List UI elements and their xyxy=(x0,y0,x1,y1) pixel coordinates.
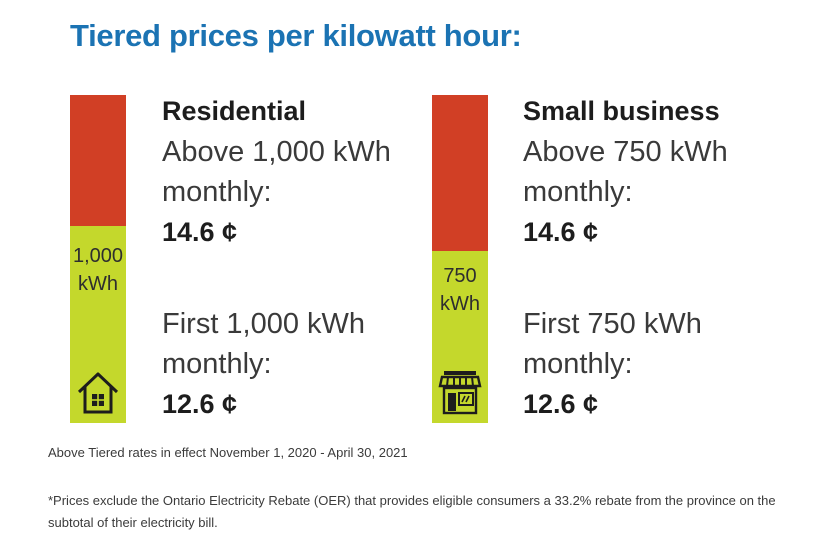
small-business-lower-tier-label-2: monthly: xyxy=(523,348,633,380)
small-business-heading: Small business xyxy=(523,96,720,126)
residential-upper-tier-bar xyxy=(70,95,126,226)
residential-lower-tier-label: First 1,000 kWh xyxy=(162,308,366,340)
residential-text: Residential Above 1,000 kWh monthly: 14.… xyxy=(162,94,391,424)
small-business-upper-tier-price: 14.6 ¢ xyxy=(523,217,599,247)
residential-threshold: 1,000 kWh xyxy=(70,242,126,298)
residential-upper-tier-label-2: monthly: xyxy=(162,176,272,208)
small-business-text: Small business Above 750 kWh monthly: 14… xyxy=(523,94,728,424)
residential-upper-tier-label: Above 1,000 kWh xyxy=(162,136,391,168)
residential-heading: Residential xyxy=(162,96,307,126)
small-business-threshold: 750 kWh xyxy=(432,262,488,318)
residential-threshold-value: 1,000 xyxy=(72,245,124,267)
storefront-icon xyxy=(438,371,482,415)
small-business-upper-tier-bar xyxy=(432,95,488,251)
small-business-lower-tier-price: 12.6 ¢ xyxy=(523,389,599,419)
small-business-upper-tier-label: Above 750 kWh xyxy=(523,136,728,168)
residential-threshold-unit: kWh xyxy=(78,273,118,295)
small-business-lower-tier-label: First 750 kWh xyxy=(523,308,702,340)
small-business-threshold-unit: kWh xyxy=(440,293,480,315)
small-business-tier-bar: 750 kWh xyxy=(432,95,488,423)
page-title: Tiered prices per kilowatt hour: xyxy=(70,18,522,53)
residential-lower-tier-label-2: monthly: xyxy=(162,348,272,380)
residential-upper-tier-price: 14.6 ¢ xyxy=(162,217,238,247)
house-icon xyxy=(77,372,119,414)
small-business-threshold-value: 750 xyxy=(443,265,477,287)
residential-lower-tier-price: 12.6 ¢ xyxy=(162,389,238,419)
residential-tier-bar: 1,000 kWh xyxy=(70,95,126,423)
small-business-upper-tier-label-2: monthly: xyxy=(523,176,633,208)
rates-note: Above Tiered rates in effect November 1,… xyxy=(48,445,408,460)
footnote: *Prices exclude the Ontario Electricity … xyxy=(48,493,776,530)
